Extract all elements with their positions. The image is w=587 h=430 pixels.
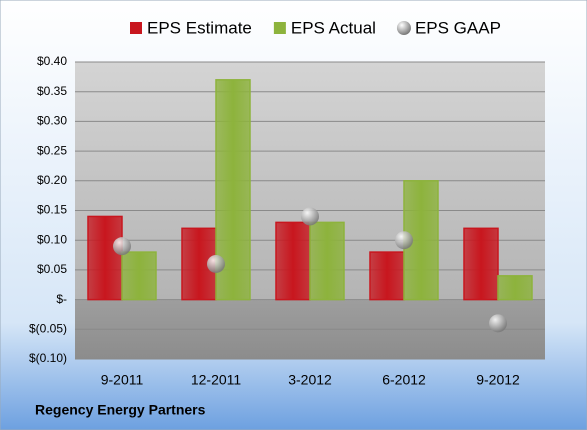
- legend-marker: [130, 22, 142, 34]
- legend-marker: [273, 22, 286, 34]
- y-tick-label: $-: [56, 292, 67, 306]
- bar: [87, 215, 123, 301]
- legend-label: EPS GAAP: [415, 18, 501, 37]
- footer: Regency Energy Partners: [35, 402, 206, 418]
- y-tick-label: $0.30: [37, 114, 67, 128]
- bar: [497, 275, 533, 301]
- x-tick-label: 9-2011: [101, 372, 144, 388]
- legend-label: EPS Actual: [291, 18, 376, 37]
- point: [395, 231, 413, 250]
- y-tick-label: $(0.05): [29, 321, 67, 335]
- x-tick-label: 9-2012: [476, 372, 520, 388]
- y-tick-label: $0.20: [37, 173, 67, 187]
- y-tick-label: $0.40: [37, 54, 67, 68]
- point: [301, 207, 319, 226]
- y-tick-label: $0.10: [37, 232, 67, 246]
- point: [207, 254, 225, 273]
- bar: [463, 227, 499, 301]
- point: [113, 237, 131, 256]
- y-tick-label: $0.25: [37, 143, 67, 157]
- x-tick-label: 6-2012: [382, 372, 426, 388]
- x-tick-label: 12-2011: [191, 372, 242, 388]
- bar: [275, 221, 311, 301]
- bar: [121, 251, 157, 301]
- bar: [309, 221, 345, 301]
- y-tick-label: $(0.10): [29, 351, 67, 365]
- point: [489, 314, 507, 333]
- bar: [369, 251, 405, 301]
- y-tick-label: $0.35: [37, 84, 67, 98]
- y-tick-label: $0.05: [37, 262, 67, 276]
- bar: [215, 79, 251, 301]
- legend-marker: [396, 21, 411, 35]
- x-tick-label: 3-2012: [288, 372, 332, 388]
- y-tick-label: $0.15: [37, 203, 67, 217]
- legend-label: EPS Estimate: [147, 18, 252, 37]
